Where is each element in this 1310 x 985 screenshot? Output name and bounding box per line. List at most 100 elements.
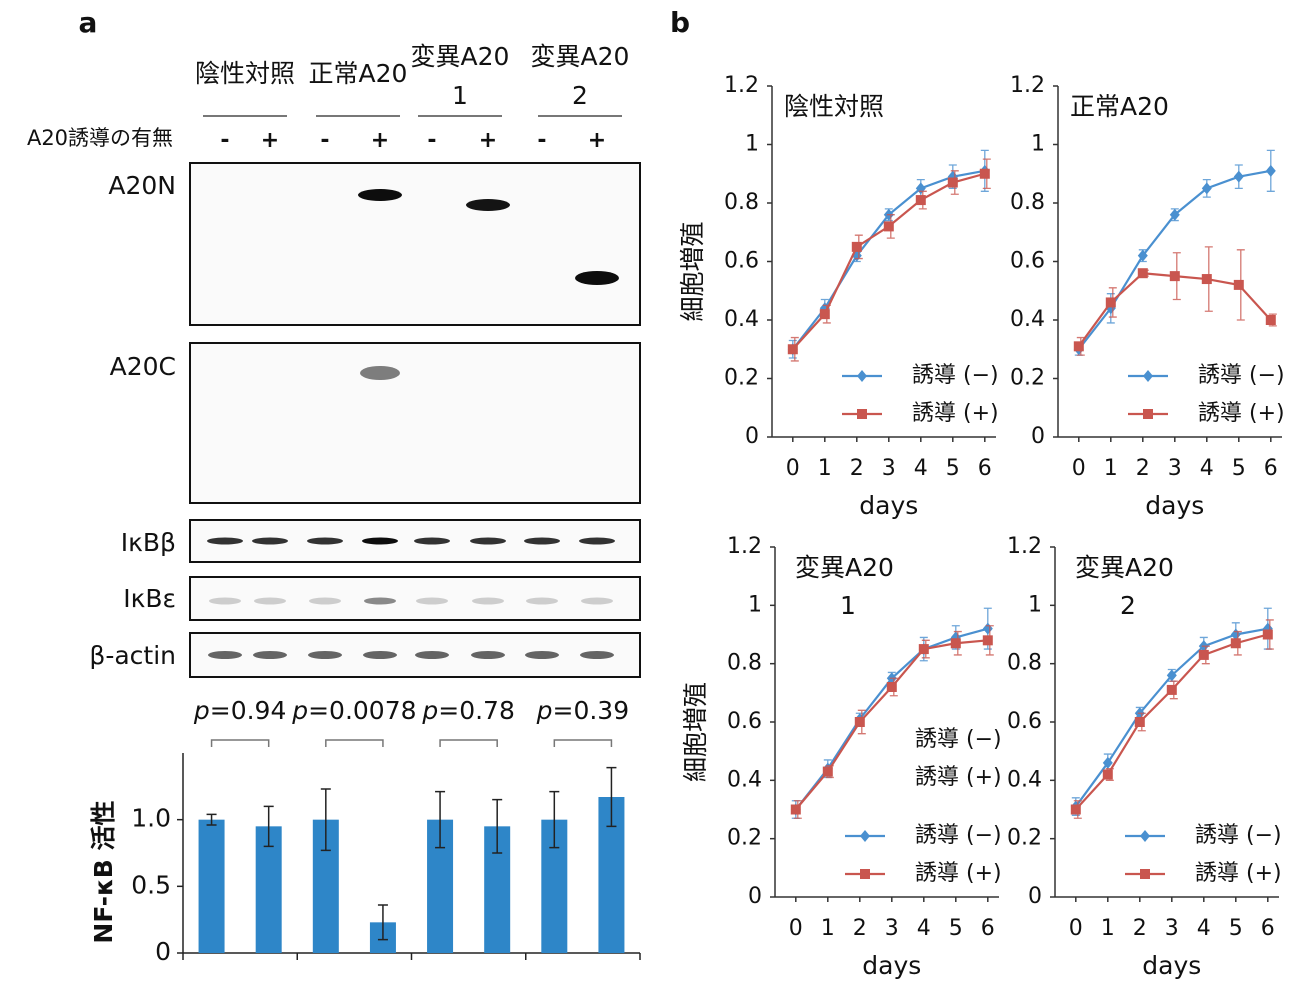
- x-tick-label: 6: [1264, 456, 1278, 481]
- x-tick-label: 3: [885, 916, 899, 941]
- p-text: =0.94: [210, 696, 287, 725]
- x-tick-label: 1: [1104, 456, 1118, 481]
- marker: [1234, 171, 1244, 183]
- blot-band: [362, 538, 398, 545]
- marker: [1143, 370, 1153, 382]
- y-tick-label: 0.2: [1007, 826, 1042, 851]
- marker: [788, 344, 798, 354]
- blot-label: IκBβ: [121, 528, 176, 557]
- y-tick-label: 1.2: [1010, 73, 1045, 98]
- induction-sign: -: [320, 128, 329, 153]
- blot-label: β-actin: [89, 641, 176, 670]
- y-tick-label: 0.5: [131, 870, 171, 899]
- marker: [980, 169, 990, 179]
- y-tick-label: 0.2: [727, 826, 762, 851]
- marker: [860, 869, 870, 879]
- y-tick-label: 0.2: [1010, 366, 1045, 391]
- blot-band: [253, 651, 287, 659]
- blot-band: [580, 651, 614, 659]
- x-tick-label: 0: [786, 456, 800, 481]
- legend-label: 誘導 (−): [912, 363, 999, 388]
- blot-label: A20N: [108, 171, 176, 200]
- blot-band: [575, 271, 619, 285]
- marker: [1170, 271, 1180, 281]
- marker: [887, 682, 897, 692]
- marker: [1234, 280, 1244, 290]
- marker: [1103, 770, 1113, 780]
- x-axis-label: days: [1145, 491, 1204, 520]
- blot-label: A20C: [110, 352, 176, 381]
- y-tick-label: 0: [1028, 884, 1042, 909]
- x-tick-label: 5: [1229, 916, 1243, 941]
- blot-band: [471, 651, 505, 659]
- x-tick-label: 2: [850, 456, 864, 481]
- x-tick-label: 6: [1261, 916, 1275, 941]
- blot-band: [358, 189, 402, 201]
- y-tick-label: 0.8: [1007, 651, 1042, 676]
- marker: [983, 635, 993, 645]
- marker: [1202, 274, 1212, 284]
- legend-label: 誘導 (+): [1195, 861, 1282, 886]
- marker: [916, 195, 926, 205]
- marker: [1074, 341, 1084, 351]
- p-value: p=0.78: [421, 696, 515, 725]
- series-line: [1076, 635, 1268, 810]
- p-text: =0.39: [553, 696, 630, 725]
- annotation: 誘導 (−): [915, 727, 1002, 752]
- blot-label: IκBε: [123, 584, 176, 613]
- y-tick-label: 0.4: [1010, 307, 1045, 332]
- y-tick-label: 0.8: [1010, 190, 1045, 215]
- x-tick-label: 1: [821, 916, 835, 941]
- induction-sign: -: [537, 128, 546, 153]
- marker: [1266, 165, 1276, 177]
- marker: [1199, 650, 1209, 660]
- x-tick-label: 6: [978, 456, 992, 481]
- group-label: 正常A20: [309, 59, 408, 88]
- chart-subtitle: 2: [1120, 591, 1136, 620]
- marker: [1106, 297, 1116, 307]
- induction-sign: +: [479, 128, 497, 153]
- y-tick-label: 1: [745, 132, 759, 157]
- y-tick-label: 0.6: [724, 249, 759, 274]
- y-tick-label: 1: [748, 592, 762, 617]
- blot-band: [307, 538, 343, 545]
- x-tick-label: 2: [853, 916, 867, 941]
- bar: [199, 820, 225, 953]
- group-label: 1: [452, 81, 468, 110]
- marker: [852, 242, 862, 252]
- x-tick-label: 4: [1197, 916, 1211, 941]
- y-tick-label: 1.2: [724, 73, 759, 98]
- chart-subtitle: 1: [840, 591, 856, 620]
- blot-frame: [190, 577, 640, 620]
- blot-band: [308, 651, 342, 659]
- blot-band: [415, 651, 449, 659]
- x-tick-label: 4: [1200, 456, 1214, 481]
- x-tick-label: 4: [917, 916, 931, 941]
- marker: [860, 830, 870, 842]
- blot-band: [309, 598, 341, 605]
- marker: [1140, 869, 1150, 879]
- annotation: 誘導 (+): [915, 765, 1002, 790]
- x-tick-label: 0: [789, 916, 803, 941]
- panel-label: b: [670, 6, 690, 39]
- blot-band: [416, 598, 448, 605]
- x-tick-label: 6: [981, 916, 995, 941]
- y-tick-label: 0: [1031, 424, 1045, 449]
- y-tick-label: 0.4: [724, 307, 759, 332]
- y-tick-label: 0: [745, 424, 759, 449]
- marker: [983, 623, 993, 635]
- marker: [1140, 830, 1150, 842]
- y-tick-label: 0: [748, 884, 762, 909]
- x-tick-label: 1: [1101, 916, 1115, 941]
- marker: [1138, 268, 1148, 278]
- x-tick-label: 2: [1133, 916, 1147, 941]
- group-label: 変異A20: [531, 42, 630, 71]
- legend-label: 誘導 (+): [1198, 401, 1285, 426]
- p-value: p=0.39: [536, 696, 630, 725]
- blot-band: [524, 538, 560, 545]
- p-text: =0.78: [438, 696, 515, 725]
- y-tick-label: 0.2: [724, 366, 759, 391]
- legend-label: 誘導 (+): [915, 861, 1002, 886]
- y-tick-label: 0.6: [1010, 249, 1045, 274]
- blot-band: [360, 366, 400, 380]
